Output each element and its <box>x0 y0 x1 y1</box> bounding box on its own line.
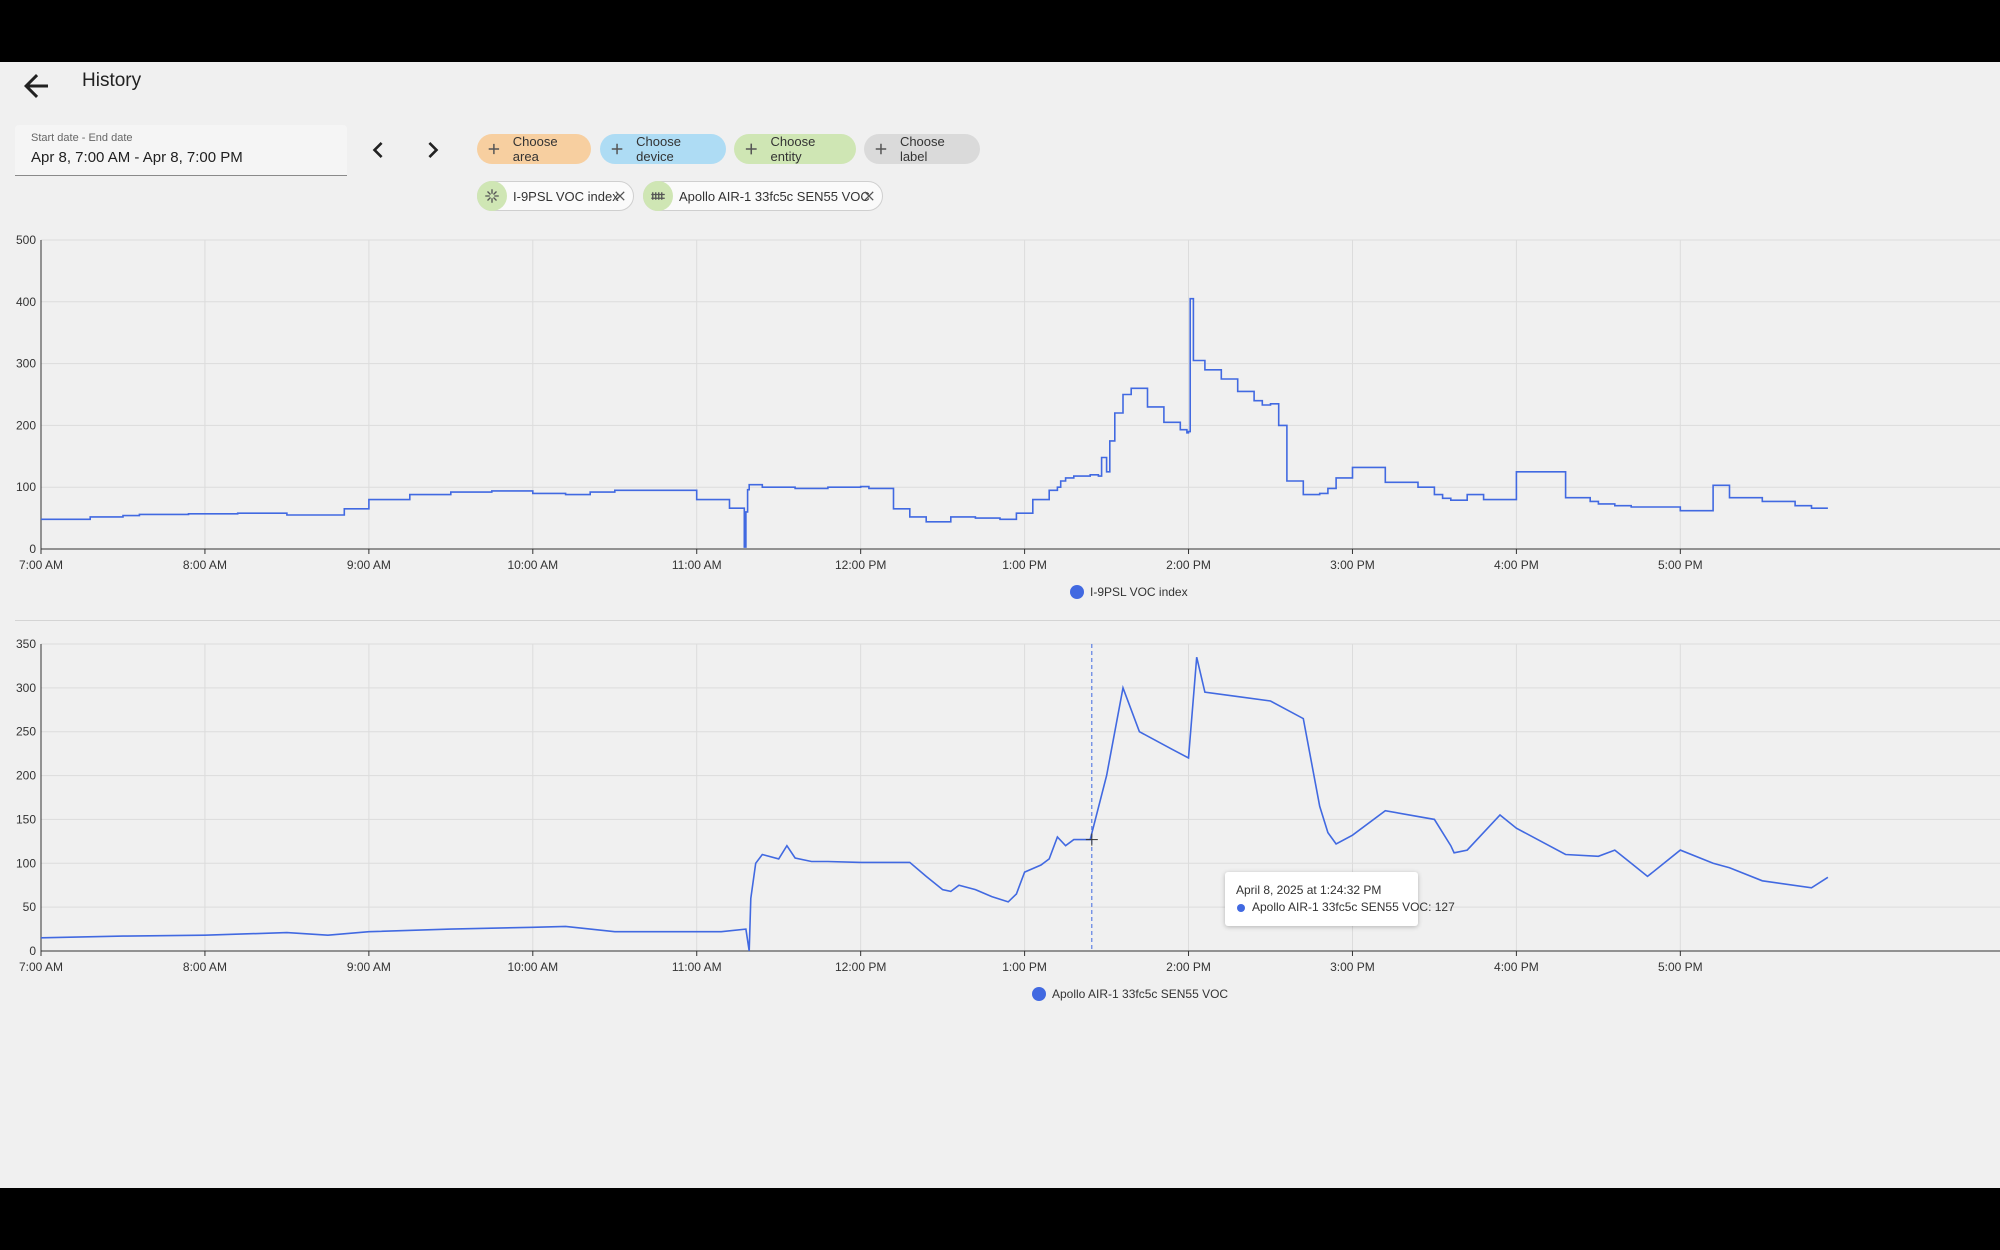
chart-divider <box>15 620 2000 621</box>
x-tick-label: 5:00 PM <box>1658 558 1703 572</box>
x-tick-label: 3:00 PM <box>1330 960 1375 974</box>
top-letterbox <box>0 0 2000 62</box>
x-tick-label: 2:00 PM <box>1166 558 1211 572</box>
date-range-label: Start date - End date <box>31 132 133 144</box>
choose-entity-button[interactable]: Choose entity <box>734 134 856 164</box>
choose-device-button[interactable]: Choose device <box>600 134 726 164</box>
y-tick-label: 400 <box>16 295 36 309</box>
x-tick-label: 7:00 AM <box>19 558 63 572</box>
x-tick-label: 7:00 AM <box>19 960 63 974</box>
x-tick-label: 1:00 PM <box>1002 960 1047 974</box>
chart-tooltip: April 8, 2025 at 1:24:32 PM Apollo AIR-1… <box>1225 872 1455 926</box>
choose-entity-label: Choose entity <box>770 134 816 164</box>
y-tick-label: 250 <box>16 725 36 739</box>
close-icon[interactable] <box>612 188 628 204</box>
tooltip-time: April 8, 2025 at 1:24:32 PM <box>1236 883 1382 897</box>
x-tick-label: 10:00 AM <box>507 960 558 974</box>
y-tick-label: 300 <box>16 681 36 695</box>
close-icon[interactable] <box>861 188 877 204</box>
legend-label: I-9PSL VOC index <box>1090 585 1188 599</box>
y-tick-label: 350 <box>16 637 36 651</box>
next-period-button[interactable] <box>417 134 449 166</box>
x-tick-label: 4:00 PM <box>1494 960 1539 974</box>
choose-label-button[interactable]: Choose label <box>864 134 980 164</box>
x-tick-label: 12:00 PM <box>835 558 886 572</box>
x-tick-label: 5:00 PM <box>1658 960 1703 974</box>
x-tick-label: 11:00 AM <box>672 960 722 974</box>
previous-period-button[interactable] <box>362 134 394 166</box>
back-button[interactable] <box>18 68 54 104</box>
series-line <box>41 297 1828 548</box>
plus-icon <box>875 143 887 155</box>
x-tick-label: 3:00 PM <box>1330 558 1375 572</box>
choose-device-label: Choose device <box>636 134 681 164</box>
x-tick-label: 10:00 AM <box>507 558 558 572</box>
legend-item: Apollo AIR-1 33fc5c SEN55 VOC <box>1032 987 1228 1001</box>
air-filter-icon <box>477 181 507 211</box>
app-header: History <box>0 62 2000 104</box>
selected-device-label: Apollo AIR-1 33fc5c SEN55 VOC <box>679 188 870 204</box>
voc-index-chart[interactable]: 0 100 200 300 400 500 7:00 AM 8:00 AM 9:00 AM 10:… <box>0 230 2000 610</box>
chevron-left-icon <box>372 142 383 158</box>
selected-device-chip[interactable]: Apollo AIR-1 33fc5c SEN55 VOC <box>643 181 883 211</box>
date-range-picker[interactable]: Start date - End date Apr 8, 7:00 AM - A… <box>15 125 347 176</box>
y-tick-label: 100 <box>16 480 36 494</box>
legend-marker <box>1070 585 1084 599</box>
y-tick-label: 0 <box>29 542 36 556</box>
x-tick-label: 11:00 AM <box>672 558 722 572</box>
y-tick-label: 150 <box>16 812 36 826</box>
radiator-icon <box>643 181 673 211</box>
plus-icon <box>745 143 757 155</box>
legend-item: I-9PSL VOC index <box>1070 585 1188 599</box>
tooltip-series-dot <box>1237 904 1245 912</box>
y-tick-label: 100 <box>16 856 36 870</box>
plus-icon <box>611 143 623 155</box>
date-range-value: Apr 8, 7:00 AM - Apr 8, 7:00 PM <box>31 149 243 166</box>
x-tick-label: 1:00 PM <box>1002 558 1047 572</box>
x-tick-label: 8:00 AM <box>183 558 227 572</box>
legend-label: Apollo AIR-1 33fc5c SEN55 VOC <box>1052 987 1228 1001</box>
y-tick-label: 0 <box>29 944 36 958</box>
x-tick-label: 4:00 PM <box>1494 558 1539 572</box>
x-tick-label: 9:00 AM <box>347 960 391 974</box>
page-title: History <box>82 70 142 91</box>
x-tick-label: 12:00 PM <box>835 960 886 974</box>
legend-marker <box>1032 987 1046 1001</box>
apollo-voc-chart[interactable]: 0 50 100 150 200 250 300 350 7:00 AM 8:00 AM 9:00 … <box>0 630 2000 1020</box>
choose-area-button[interactable]: Choose area <box>477 134 591 164</box>
y-tick-label: 500 <box>16 233 36 247</box>
y-tick-label: 200 <box>16 769 36 783</box>
x-tick-label: 9:00 AM <box>347 558 391 572</box>
series-line <box>40 657 1829 952</box>
selected-entity-label: I-9PSL VOC index <box>513 188 619 204</box>
chevron-right-icon <box>428 142 439 158</box>
y-tick-label: 50 <box>23 900 37 914</box>
choose-area-label: Choose area <box>512 134 558 164</box>
choose-label-label: Choose label <box>899 134 945 164</box>
x-tick-label: 8:00 AM <box>183 960 227 974</box>
y-tick-label: 300 <box>16 357 36 371</box>
tooltip-value: Apollo AIR-1 33fc5c SEN55 VOC: 127 <box>1252 900 1455 914</box>
plus-icon <box>488 143 500 155</box>
x-tick-label: 2:00 PM <box>1166 960 1211 974</box>
y-tick-label: 200 <box>16 418 36 432</box>
bottom-letterbox <box>0 1188 2000 1250</box>
selected-entity-chip[interactable]: I-9PSL VOC index <box>477 181 634 211</box>
arrow-left-icon <box>24 74 48 98</box>
